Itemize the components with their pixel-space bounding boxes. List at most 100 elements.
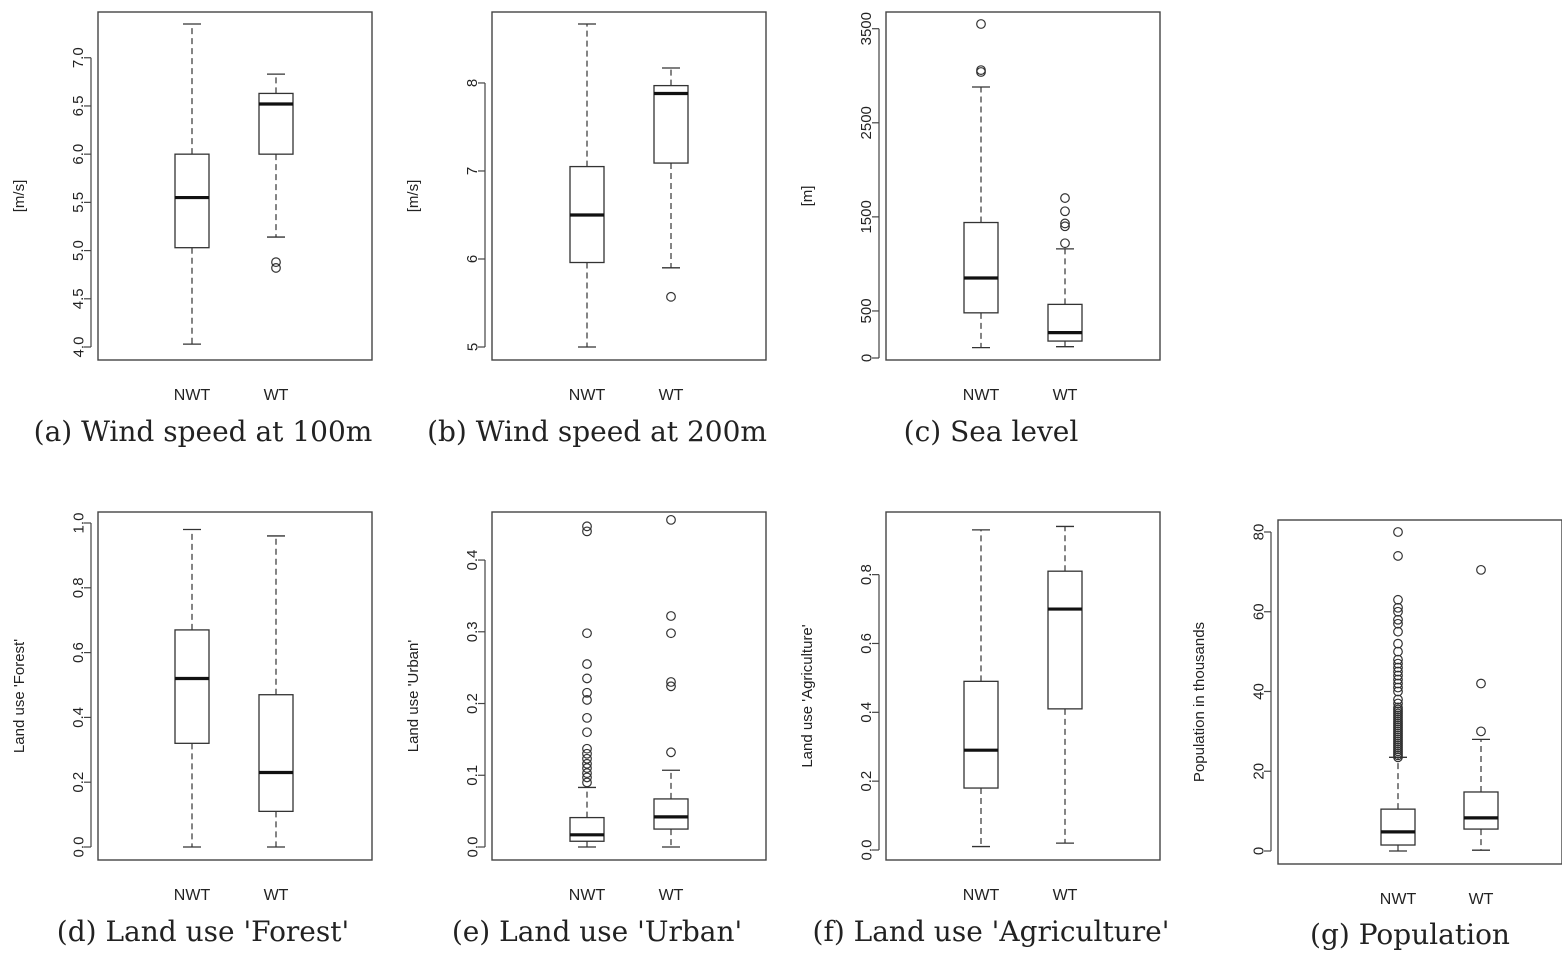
y-tick-label: 7 — [464, 167, 481, 175]
panel-caption: (g) Population — [1310, 918, 1510, 951]
y-axis-label: Population in thousands — [1191, 622, 1208, 782]
outlier-point — [582, 743, 592, 754]
y-tick-label: 80 — [1250, 524, 1267, 541]
iqr-box — [174, 629, 210, 744]
x-category-label: NWT — [963, 387, 1000, 404]
y-tick-label: 0.8 — [70, 577, 87, 598]
boxplot-nwt — [174, 528, 210, 848]
x-category-label: WT — [1053, 387, 1078, 404]
outlier-point — [582, 727, 592, 738]
outlier-point — [582, 526, 592, 537]
panel-b: 5 6 7 8 [m/s] NWT WT (b) Wind speed at 200m — [405, 11, 767, 448]
outlier-point — [1060, 218, 1070, 229]
x-category-label: WT — [264, 887, 289, 904]
outlier-point — [582, 758, 592, 769]
boxplot-wt — [1047, 525, 1083, 844]
plot-frame — [491, 511, 767, 861]
boxplot-nwt — [963, 19, 999, 349]
iqr-box — [174, 153, 210, 249]
plot-frame — [885, 511, 1161, 861]
y-tick-label: 0.2 — [70, 772, 87, 793]
boxplot-nwt — [963, 529, 999, 848]
outlier-point — [1393, 662, 1403, 673]
x-category-label: NWT — [569, 387, 606, 404]
y-tick-label: 4.5 — [70, 288, 87, 309]
panel-caption: (c) Sea level — [904, 415, 1079, 448]
outlier-point — [1393, 527, 1403, 537]
outlier-point — [1393, 686, 1403, 697]
iqr-box — [653, 798, 689, 830]
outlier-point — [582, 772, 592, 783]
y-tick-label: 0.2 — [858, 771, 875, 792]
y-axis-label: Land use 'Urban' — [405, 640, 422, 753]
plot-frame — [97, 511, 373, 861]
panel-caption: (d) Land use 'Forest' — [57, 915, 349, 948]
outlier-point — [582, 753, 592, 764]
outlier-point — [1393, 702, 1403, 713]
outlier-point — [271, 263, 281, 273]
plot-frame — [97, 11, 373, 361]
outlier-point — [1476, 564, 1486, 575]
outlier-point — [582, 748, 592, 759]
y-tick-label: 0.4 — [858, 702, 875, 723]
y-axis-label: Land use 'Agriculture' — [799, 624, 816, 767]
outlier-point — [1393, 618, 1403, 629]
outlier-point — [582, 695, 592, 705]
outlier-point — [1393, 682, 1403, 693]
outlier-point — [582, 521, 592, 532]
y-tick-label: 0 — [1250, 847, 1267, 855]
x-category-label: NWT — [174, 887, 211, 904]
iqr-box — [1380, 808, 1416, 846]
panel-a: 4.0 4.5 5.0 5.5 6.0 6.5 7.0 [m/s] NWT WT (a) Wind … — [11, 11, 373, 448]
y-tick-label: 0.0 — [70, 837, 87, 858]
y-axis-label: [m/s] — [11, 180, 28, 213]
y-tick-label: 5.0 — [70, 240, 87, 261]
y-tick-label: 0.0 — [858, 840, 875, 861]
y-tick-label: 20 — [1250, 763, 1267, 780]
boxplot-wt — [1463, 564, 1499, 851]
boxplot-wt — [653, 67, 689, 302]
y-tick-label: 0.0 — [464, 837, 481, 858]
y-tick-label: 60 — [1250, 603, 1267, 620]
outlier-point — [582, 628, 592, 639]
x-category-label: NWT — [1380, 891, 1417, 908]
x-category-label: WT — [1469, 891, 1494, 908]
panel-e: 0.0 0.1 0.2 0.3 0.4 Land use 'Urban' NWT WT (e) … — [405, 511, 767, 948]
iqr-box — [569, 816, 605, 842]
outlier-point — [1393, 551, 1403, 561]
y-tick-label: 0.6 — [858, 633, 875, 654]
outlier-point — [666, 677, 676, 687]
y-axis-label: [m] — [799, 186, 816, 207]
plot-frame — [1277, 519, 1562, 865]
outlier-point — [1393, 698, 1403, 709]
outlier-point — [1060, 206, 1070, 217]
outlier-point — [1060, 221, 1070, 232]
y-tick-label: 6.0 — [70, 144, 87, 165]
boxplot-nwt — [174, 23, 210, 345]
outlier-point — [1476, 678, 1486, 689]
x-category-label: WT — [659, 887, 684, 904]
boxplot-wt — [653, 514, 689, 848]
iqr-box — [653, 84, 689, 164]
outlier-point — [1393, 694, 1403, 705]
y-tick-label: 3500 — [858, 12, 875, 45]
outlier-point — [1393, 646, 1403, 657]
y-tick-label: 2500 — [858, 106, 875, 139]
outlier-point — [666, 628, 676, 639]
panel-f: 0.0 0.2 0.4 0.6 0.8 Land use 'Agriculture' NWT… — [799, 511, 1170, 948]
outlier-point — [582, 777, 592, 788]
outlier-point — [666, 681, 676, 692]
y-tick-label: 0.6 — [70, 642, 87, 663]
panel-caption: (f) Land use 'Agriculture' — [813, 915, 1170, 948]
y-tick-label: 4.0 — [70, 337, 87, 358]
outlier-point — [1393, 594, 1403, 605]
x-category-label: WT — [1053, 887, 1078, 904]
boxplot-wt — [258, 73, 294, 273]
outlier-point — [1393, 658, 1403, 669]
panel-caption: (b) Wind speed at 200m — [427, 415, 767, 448]
outlier-point — [666, 611, 676, 621]
y-tick-label: 1.0 — [70, 513, 87, 534]
outlier-point — [1393, 654, 1403, 665]
boxplot-nwt — [1380, 527, 1416, 852]
